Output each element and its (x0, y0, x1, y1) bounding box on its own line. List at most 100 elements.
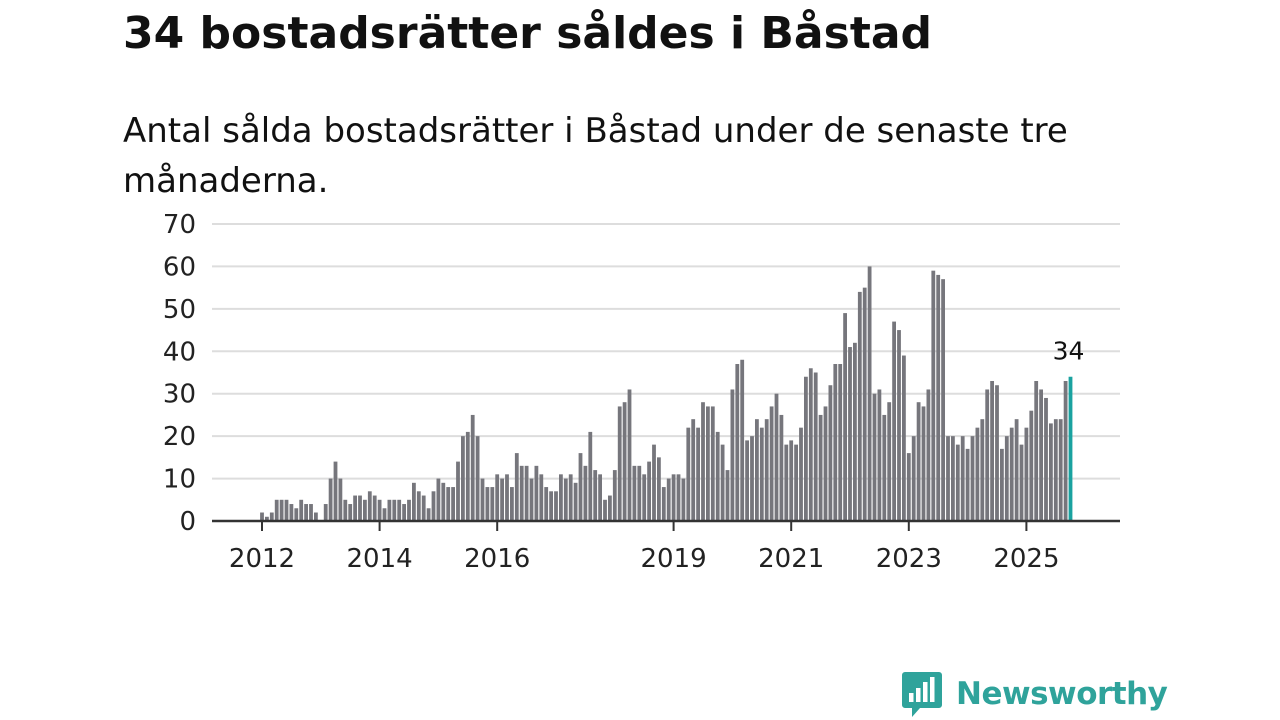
bar (1058, 419, 1063, 521)
bar (563, 478, 568, 521)
bar (451, 487, 455, 521)
bar (416, 491, 421, 521)
bar (735, 364, 740, 521)
bar (539, 474, 544, 521)
bar (936, 274, 941, 521)
bar (343, 499, 348, 521)
bar (426, 508, 431, 521)
bar (265, 516, 269, 521)
bar (269, 512, 274, 521)
bar (299, 499, 304, 521)
bar (779, 414, 784, 521)
bar (583, 465, 588, 521)
bar (720, 444, 725, 521)
bar (456, 461, 460, 521)
bar (1009, 427, 1014, 521)
bar (902, 355, 906, 521)
bar (309, 504, 313, 521)
bar (480, 478, 485, 521)
bar (622, 402, 627, 521)
bar (818, 414, 823, 521)
bars (260, 266, 1073, 521)
bar (755, 419, 759, 521)
bar (1039, 389, 1043, 521)
bar (789, 440, 794, 521)
bar (627, 389, 632, 521)
bar (657, 457, 661, 521)
bar (338, 478, 343, 521)
bar (436, 478, 441, 521)
bar (514, 453, 519, 521)
y-tick-label: 60 (163, 252, 196, 282)
bar (617, 406, 622, 521)
bar (887, 402, 892, 521)
bar (534, 465, 539, 521)
bar (500, 478, 504, 521)
bar (1053, 419, 1058, 521)
bar (519, 465, 524, 521)
bar (495, 474, 500, 521)
bar (808, 368, 813, 521)
bar (377, 499, 382, 521)
bar (367, 491, 372, 521)
bar (725, 470, 730, 521)
bar (750, 436, 754, 521)
bar (995, 385, 999, 521)
bar (715, 431, 720, 521)
newsworthy-logo: Newsworthy (902, 670, 1168, 718)
bar (544, 487, 549, 521)
bar (608, 495, 612, 521)
bar (960, 436, 965, 521)
y-tick-label: 0 (179, 507, 196, 537)
bar (578, 453, 583, 521)
bar (446, 487, 451, 521)
bar (431, 491, 436, 521)
bar (882, 414, 887, 521)
annotations: 34 (1053, 337, 1085, 366)
bar (813, 372, 818, 521)
bar (529, 478, 534, 521)
x-axis: 2012 2014 2016 2019 2021 2023 2025 (212, 519, 1120, 574)
bar (397, 499, 402, 521)
bar (647, 461, 651, 521)
bar (666, 478, 671, 521)
bar (975, 427, 980, 521)
bar (740, 359, 745, 521)
bar (387, 499, 392, 521)
bar-highlight (1068, 376, 1073, 521)
bar (980, 419, 985, 521)
bar (461, 436, 465, 521)
bar (260, 512, 264, 521)
bar (1014, 419, 1019, 521)
bar (965, 448, 970, 521)
bar (593, 470, 598, 521)
bar (774, 393, 779, 521)
bar (1034, 380, 1039, 521)
bar (853, 342, 857, 521)
bar (294, 508, 299, 521)
bar (838, 364, 843, 521)
bar (686, 427, 691, 521)
bar (441, 482, 446, 521)
bar (382, 508, 387, 521)
y-tick-label: 20 (163, 422, 196, 452)
bar (799, 427, 803, 521)
bar (274, 499, 279, 521)
bar (804, 376, 808, 521)
bar (465, 431, 470, 521)
bar (926, 389, 931, 521)
bar (857, 291, 862, 521)
bar (412, 482, 416, 521)
bar (372, 495, 377, 521)
bar (470, 414, 475, 521)
chart-title: 34 bostadsrätter såldes i Båstad (123, 8, 933, 59)
bar (906, 453, 911, 521)
bar (710, 406, 715, 521)
y-tick-label: 40 (163, 337, 196, 367)
bar (289, 504, 294, 521)
bar (1029, 410, 1034, 521)
bar (323, 504, 328, 521)
y-axis-tick-labels: 0 10 20 30 40 50 60 70 (163, 210, 196, 537)
bar (671, 474, 676, 521)
bar (676, 474, 681, 521)
